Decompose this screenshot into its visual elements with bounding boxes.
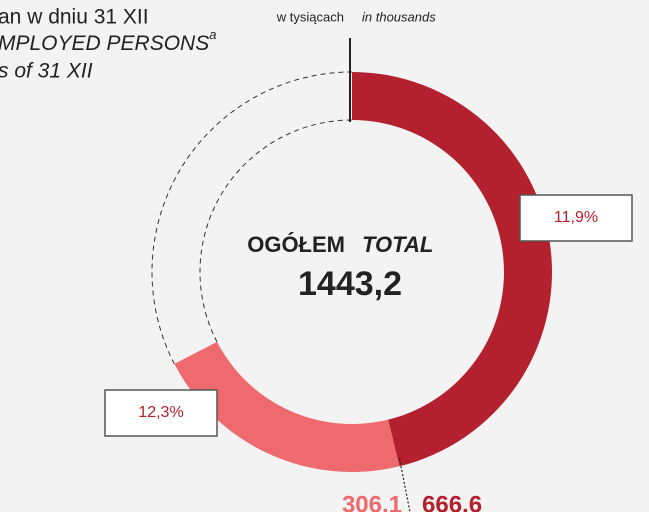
value-label: 306,1 (342, 491, 402, 512)
donut-segment (352, 72, 552, 467)
unit-label: in thousands (362, 9, 436, 24)
value-label: 666,6 (422, 491, 482, 512)
share-box (519, 194, 633, 242)
total-value: 1443,2 (298, 265, 402, 303)
title-line: MPLOYED PERSONSa (0, 27, 216, 54)
donut-segment (174, 341, 400, 472)
remainder-outline (151, 71, 353, 365)
share-label: 11,9% (554, 209, 598, 226)
donut (151, 71, 552, 472)
share-label: 12,3% (138, 404, 183, 421)
leader-line (398, 458, 411, 512)
share-box (104, 389, 218, 437)
title-text: MPLOYED PERSONS (0, 32, 209, 55)
title-superscript: a (209, 27, 216, 42)
title-line: s of 31 XII (0, 60, 93, 83)
unit-label: w tysiącach (276, 9, 344, 24)
title-line: an w dniu 31 XII (0, 6, 149, 29)
center-label: OGÓŁEM (247, 232, 345, 257)
center-label: TOTAL (362, 232, 433, 257)
